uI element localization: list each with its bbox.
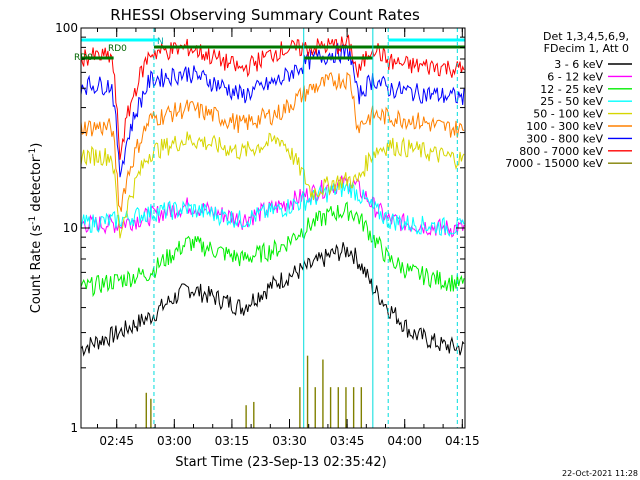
legend-label-7000-15000-kev: 7000 - 15000 keV <box>505 157 603 170</box>
legend-label-800-7000-kev: 800 - 7000 keV <box>519 145 603 158</box>
legend-label-3-6-kev: 3 - 6 keV <box>554 58 603 71</box>
annotation-n: N <box>157 37 164 47</box>
y-ticks: 1 10 100 <box>55 21 465 435</box>
x-tick-label: 04:15 <box>445 434 480 448</box>
y-axis-label-sup2: -1 <box>28 148 38 157</box>
footer-date: 22-Oct-2021 11:28 <box>562 469 638 478</box>
series-line-100-300-kev <box>80 71 465 212</box>
y-axis-label-close: ) <box>29 143 44 148</box>
x-tick-label: 03:15 <box>215 434 250 448</box>
series-line-25-50-kev <box>80 179 465 237</box>
y-tick-label: 10 <box>63 221 78 235</box>
series-line-300-800-kev <box>80 42 465 178</box>
legend-label-12-25-kev: 12 - 25 keV <box>540 83 603 96</box>
legend-label-300-800-kev: 300 - 800 keV <box>526 132 603 145</box>
y-axis-label-sup: -1 <box>28 216 38 225</box>
x-tick-label: 03:30 <box>272 434 307 448</box>
annotation-rd0-lower: RD0 <box>74 53 93 63</box>
x-axis-label: Start Time (23-Sep-13 02:35:42) <box>175 455 386 470</box>
x-ticks: 02:45 03:00 03:15 03:30 03:45 04:00 04:15 <box>97 28 480 448</box>
y-axis-label-tail: detector <box>29 156 44 216</box>
legend-label-6-12-kev: 6 - 12 keV <box>547 70 603 83</box>
y-tick-label: 100 <box>55 21 78 35</box>
series-line-3-6-kev <box>80 242 465 357</box>
legend-label-25-50-kev: 25 - 50 keV <box>540 95 603 108</box>
chart-title: RHESSI Observing Summary Count Rates <box>110 6 420 24</box>
x-tick-label: 03:45 <box>330 434 365 448</box>
legend-label-100-300-kev: 100 - 300 keV <box>526 120 603 133</box>
x-tick-label: 03:00 <box>157 434 192 448</box>
y-axis-label-main: Count Rate (s <box>29 225 44 314</box>
legend-label-50-100-kev: 50 - 100 keV <box>533 108 603 121</box>
overlay-layer <box>81 28 465 428</box>
series-layer <box>80 34 465 428</box>
annotation-rd0-upper: RD0 <box>108 44 127 54</box>
y-tick-label: 1 <box>70 421 78 435</box>
series-line-50-100-kev <box>80 131 465 239</box>
y-axis-label: Count Rate (s-1 detector-1) <box>28 143 44 314</box>
x-tick-label: 02:45 <box>99 434 134 448</box>
legend-header-line-1: Det 1,3,4,5,6,9, <box>543 30 629 43</box>
legend-header-line-2: FDecim 1, Att 0 <box>544 42 629 55</box>
series-line-12-25-kev <box>80 201 465 298</box>
x-tick-label: 04:00 <box>387 434 422 448</box>
series-line-800-7000-kev <box>80 34 465 160</box>
